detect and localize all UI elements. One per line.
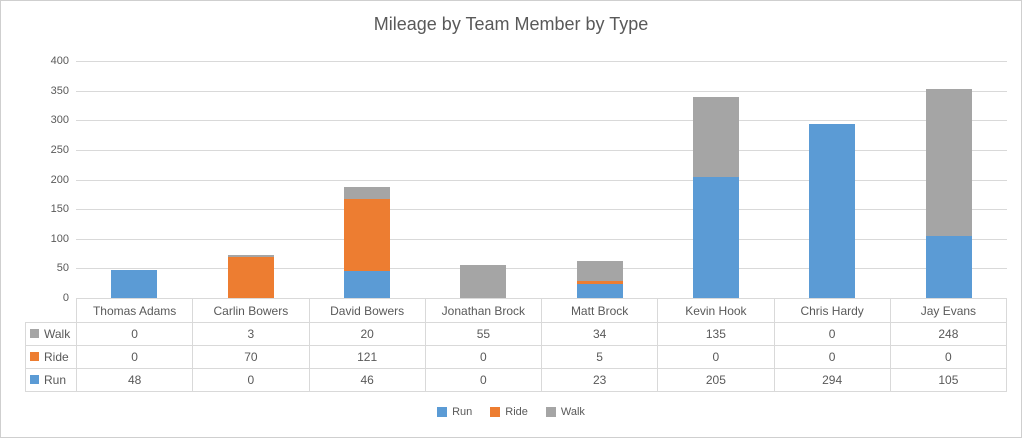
gridline	[76, 61, 1007, 62]
bar-segment-run-3	[343, 270, 390, 298]
value-cell: 0	[192, 368, 310, 392]
value-cell: 121	[308, 345, 426, 369]
y-axis-tick-label: 300	[50, 114, 69, 127]
value-cell: 5	[540, 345, 659, 369]
bar-segment-walk-5	[576, 261, 623, 282]
series-key-run-icon	[30, 375, 39, 385]
y-axis-tick-label: 50	[56, 262, 69, 275]
value-cell: 0	[773, 322, 891, 346]
bar-segment-run-8	[925, 235, 972, 298]
value-cell: 0	[75, 345, 194, 369]
value-cell: 105	[889, 368, 1008, 392]
value-cell: 135	[657, 322, 775, 346]
table-row-ride: Ride 0 70 121 0 5 0 0 0	[25, 345, 1008, 369]
value-cell: 70	[192, 345, 310, 369]
bar-segment-run-7	[809, 123, 856, 298]
category-header: Jonathan Brock	[424, 298, 543, 323]
category-header: Chris Hardy	[773, 298, 891, 323]
gridline	[76, 90, 1007, 92]
gridline	[76, 149, 1007, 151]
y-axis-tick-label: 150	[50, 203, 69, 216]
gridline	[76, 238, 1007, 240]
category-header: Thomas Adams	[75, 298, 194, 323]
gridline	[76, 268, 1007, 270]
data-table: Thomas Adams Carlin Bowers David Bowers Jon…	[25, 298, 1008, 392]
plot-area	[76, 61, 1007, 298]
value-cell: 0	[75, 322, 194, 346]
y-axis-tick-label: 100	[50, 232, 69, 245]
value-cell: 48	[75, 368, 194, 392]
legend-item-run: Run	[437, 406, 472, 418]
legend-item-ride: Ride	[490, 406, 528, 418]
y-axis-tick-label: 0	[62, 292, 69, 304]
category-header: Carlin Bowers	[192, 298, 310, 323]
table-header-row: Thomas Adams Carlin Bowers David Bowers Jon…	[26, 298, 1008, 323]
table-row-walk: Walk 0 3 20 55 34 135 0 248	[25, 322, 1008, 346]
y-axis: 400 350 300 250 200 150 100 50 0	[1, 1, 69, 437]
legend-swatch-run-icon	[437, 407, 448, 417]
value-cell: 55	[424, 322, 543, 346]
table-corner-cell	[26, 299, 77, 323]
series-label-cell: Walk	[25, 322, 77, 346]
value-cell: 0	[424, 368, 543, 392]
category-header: Kevin Hook	[657, 298, 775, 323]
bar-segment-ride-5	[576, 281, 623, 285]
value-cell: 23	[540, 368, 659, 392]
category-header: David Bowers	[308, 298, 426, 323]
series-key-ride-icon	[30, 352, 39, 362]
legend-item-walk: Walk	[545, 406, 585, 418]
bar-segment-walk-8	[925, 88, 972, 236]
bar-segment-walk-6	[693, 96, 740, 177]
chart-title: Mileage by Team Member by Type	[373, 14, 649, 34]
value-cell: 0	[889, 345, 1008, 369]
series-label: Ride	[44, 350, 69, 364]
gridline	[76, 209, 1007, 211]
bar-segment-ride-2	[227, 256, 274, 298]
bar-segment-walk-4	[460, 265, 507, 298]
value-cell: 0	[657, 345, 775, 369]
legend-swatch-ride-icon	[490, 407, 501, 417]
value-cell: 0	[424, 345, 543, 369]
value-cell: 34	[540, 322, 659, 346]
bar-segment-ride-3	[343, 199, 390, 271]
value-cell: 3	[192, 322, 310, 346]
bar-segment-walk-3	[343, 187, 390, 200]
gridline	[76, 120, 1007, 122]
category-header: Matt Brock	[540, 298, 659, 323]
legend: Run Ride Walk	[1, 406, 1021, 418]
legend-label: Ride	[505, 406, 528, 418]
value-cell: 294	[773, 368, 891, 392]
value-cell: 248	[889, 322, 1008, 346]
series-key-walk-icon	[30, 329, 39, 339]
y-axis-tick-label: 350	[50, 84, 69, 97]
y-axis-tick-label: 400	[50, 55, 69, 67]
table-row-run: Run 48 0 46 0 23 205 294 105	[25, 368, 1008, 392]
value-cell: 46	[308, 368, 426, 392]
category-header: Jay Evans	[889, 298, 1008, 323]
legend-swatch-walk-icon	[545, 407, 556, 417]
series-label-cell: Ride	[25, 345, 77, 369]
series-label: Walk	[44, 327, 71, 341]
series-label: Run	[44, 373, 67, 387]
y-axis-tick-label: 200	[50, 173, 69, 186]
gridline	[76, 179, 1007, 181]
value-cell: 20	[308, 322, 426, 346]
bar-segment-run-1	[111, 269, 158, 298]
legend-label: Walk	[560, 406, 585, 418]
legend-label: Run	[452, 406, 473, 418]
bar-segment-run-6	[693, 176, 740, 298]
value-cell: 205	[657, 368, 775, 392]
bar-segment-run-5	[576, 284, 623, 298]
value-cell: 0	[773, 345, 891, 369]
series-label-cell: Run	[25, 368, 77, 392]
bar-segment-walk-2	[227, 254, 274, 257]
y-axis-tick-label: 250	[50, 143, 69, 156]
